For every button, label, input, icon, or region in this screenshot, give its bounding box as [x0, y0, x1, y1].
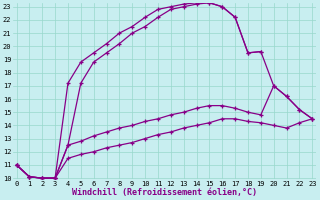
X-axis label: Windchill (Refroidissement éolien,°C): Windchill (Refroidissement éolien,°C) [72, 188, 257, 197]
